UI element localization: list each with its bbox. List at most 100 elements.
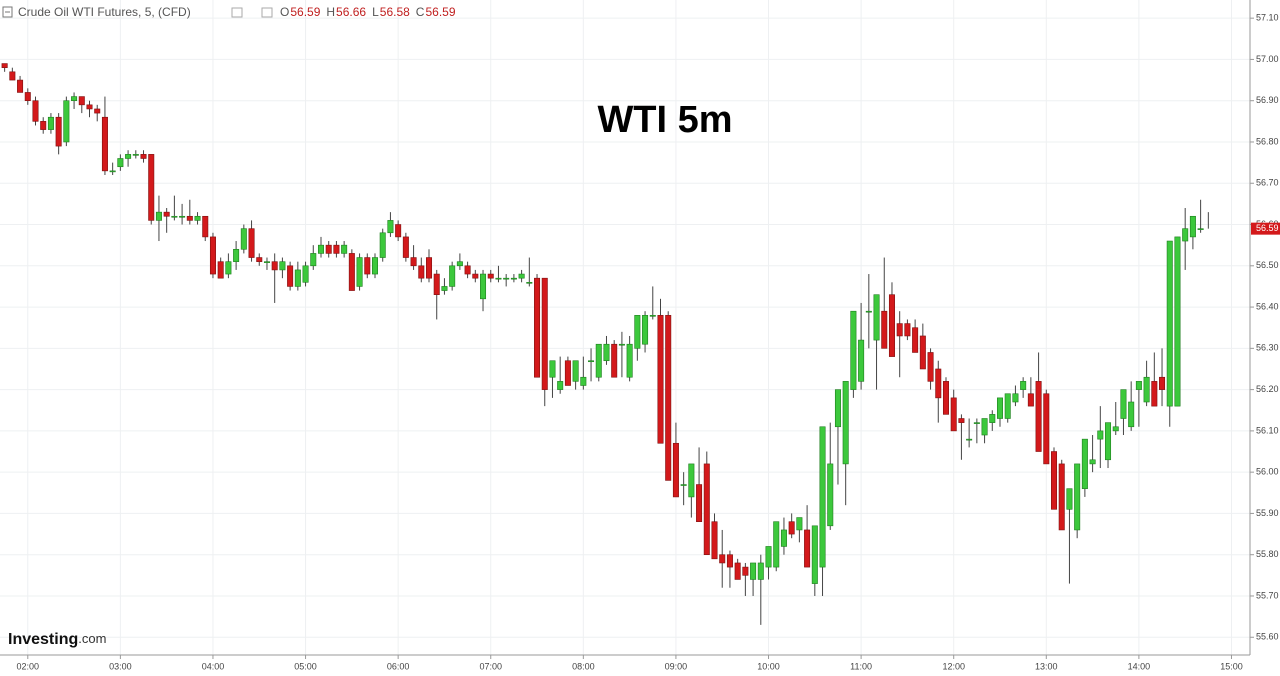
y-tick-label: 56.70 (1256, 178, 1279, 188)
candle-body (1020, 381, 1027, 390)
candle-body (942, 381, 949, 415)
candles (1, 63, 1209, 625)
candle-body (47, 116, 54, 130)
candle-body (850, 310, 857, 390)
candle-body (827, 463, 834, 527)
axes: 55.60 55.70 55.80 55.90 56.00 56.10 56.20 56.30… (17, 13, 1280, 671)
candle-body (140, 154, 147, 159)
candle-body (86, 104, 93, 110)
candle-body (510, 277, 517, 280)
candle-body (912, 327, 919, 353)
candle-body (564, 360, 571, 386)
ohlc-prefix: L (372, 5, 379, 19)
collapse-icon[interactable] (2, 6, 13, 18)
candle-body (132, 154, 139, 156)
candle-body (750, 562, 757, 580)
candle-body (117, 158, 124, 168)
candle-body (294, 269, 301, 287)
brand: Investing.com (8, 631, 106, 648)
candle-body (973, 422, 980, 424)
x-tick-label: 05:00 (294, 661, 317, 671)
visibility-icon[interactable] (261, 7, 273, 18)
candle-body (1166, 240, 1173, 407)
candle-body (541, 277, 548, 390)
candle-body (981, 418, 988, 436)
candle-body (881, 310, 888, 349)
candle-body (626, 343, 633, 378)
candle-body (919, 335, 926, 370)
candle-body (549, 360, 556, 378)
candle-body (179, 215, 186, 218)
y-tick-label: 56.80 (1256, 136, 1279, 146)
candle-body (580, 376, 587, 386)
brand-suffix: .com (78, 631, 106, 646)
candle-body (904, 323, 911, 337)
candle-body (71, 96, 78, 102)
candle-body (950, 397, 957, 432)
y-tick-label: 56.40 (1256, 301, 1279, 311)
y-tick-label: 55.80 (1256, 549, 1279, 559)
candle-body (896, 323, 903, 337)
candle-body (618, 343, 625, 346)
x-tick-label: 14:00 (1128, 661, 1151, 671)
ohlc-prefix: C (416, 5, 425, 19)
x-tick-label: 02:00 (17, 661, 40, 671)
candle-body (302, 265, 309, 283)
x-tick-label: 11:00 (850, 661, 872, 671)
candle-body (711, 521, 718, 560)
candle-body (765, 546, 772, 568)
candle-body (1143, 376, 1150, 403)
candle-body (125, 154, 132, 159)
x-tick-label: 15:00 (1220, 661, 1243, 671)
candle-body (858, 339, 865, 382)
candle-body (1097, 430, 1104, 440)
candle-body (642, 315, 649, 345)
candle-body (287, 265, 294, 287)
candle-body (426, 257, 433, 279)
candle-body (557, 381, 564, 390)
x-tick-label: 03:00 (109, 661, 132, 671)
candle-body (719, 554, 726, 564)
candle-body (310, 253, 317, 267)
candle-body (958, 418, 965, 423)
x-tick-label: 12:00 (942, 661, 965, 671)
candle-body (155, 211, 162, 221)
candle-body (456, 261, 463, 267)
candle-body (217, 261, 224, 279)
candle-body (966, 438, 973, 441)
ohlc-legend: O 56.59 H 56.66 L 56.58 C 56.59 (280, 5, 456, 19)
x-tick-label: 09:00 (665, 661, 688, 671)
y-tick-label: 56.00 (1256, 467, 1279, 477)
candle-body (1058, 463, 1065, 531)
candle-body (256, 257, 263, 262)
candle-body (1128, 401, 1135, 428)
chart-title: WTI 5m (597, 99, 732, 141)
y-tick-label: 56.30 (1256, 343, 1279, 353)
candle-body (24, 92, 31, 102)
candle-body (1105, 422, 1112, 461)
candle-body (927, 352, 934, 382)
candle-body (101, 116, 108, 172)
candle-body (94, 108, 101, 114)
candle-body (379, 232, 386, 258)
candle-body (240, 228, 247, 250)
ohlc-value: 56.66 (336, 5, 366, 19)
candle-body (279, 261, 286, 271)
candle-body (17, 79, 24, 93)
candle-body (865, 310, 872, 313)
settings-icon[interactable] (231, 7, 243, 18)
candle-body (441, 286, 448, 291)
x-tick-label: 13:00 (1035, 661, 1058, 671)
candle-body (989, 414, 996, 423)
candle-body (780, 529, 787, 547)
candle-body (503, 277, 510, 280)
candle-body (611, 343, 618, 378)
candle-body (1159, 376, 1166, 390)
candle-body (688, 463, 695, 498)
y-tick-label: 55.60 (1256, 632, 1279, 642)
candle-body (819, 426, 826, 568)
candle-body (317, 244, 324, 254)
candle-body (1074, 463, 1081, 531)
symbol: Crude Oil WTI Futures, 5, (CFD) (18, 5, 191, 19)
